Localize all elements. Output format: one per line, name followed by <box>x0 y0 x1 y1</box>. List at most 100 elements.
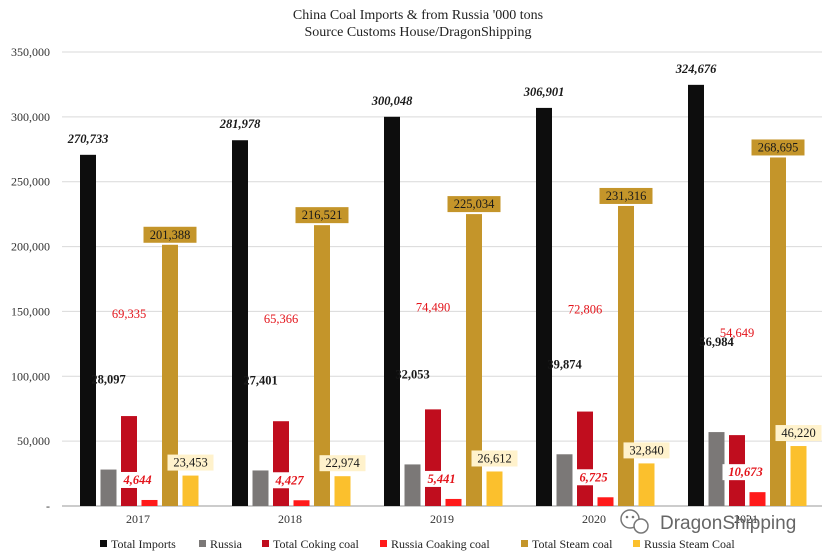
data-label: 268,695 <box>751 139 805 156</box>
data-label-box <box>471 450 518 467</box>
data-label: 56,984 <box>699 335 734 349</box>
bar <box>790 446 807 506</box>
legend-item: Total Steam coal <box>521 537 613 551</box>
data-label-text: 54,649 <box>720 326 754 340</box>
gridlines <box>62 51 822 507</box>
data-label-text: 225,034 <box>454 197 495 211</box>
data-label: 26,612 <box>471 450 518 467</box>
data-label-box <box>775 425 822 442</box>
data-label-text: 46,220 <box>781 426 815 440</box>
data-label: 32,053 <box>395 367 429 381</box>
data-label-text: 74,490 <box>416 300 450 314</box>
bar <box>708 432 725 506</box>
legend-swatch <box>521 540 528 547</box>
y-tick-label: 150,000 <box>11 304 50 318</box>
bar <box>80 154 96 506</box>
data-label: 300,048 <box>371 94 413 108</box>
data-label-box <box>722 464 769 481</box>
data-label-text: 324,676 <box>675 62 717 76</box>
bar <box>404 464 421 506</box>
bar <box>252 470 269 506</box>
data-label: 72,806 <box>568 303 602 317</box>
bar <box>232 140 248 506</box>
legend-swatch <box>199 540 206 547</box>
data-label-text: 10,673 <box>728 465 762 479</box>
bar <box>618 205 634 506</box>
data-label-box <box>447 196 501 213</box>
data-label-text: 4,427 <box>274 473 304 487</box>
legend-label: Total Imports <box>111 537 176 551</box>
data-label: 23,453 <box>167 454 214 471</box>
legend-item: Total Imports <box>100 537 176 551</box>
data-label-text: 281,978 <box>219 117 261 131</box>
data-label-box <box>623 442 670 459</box>
data-label-text: 39,874 <box>547 357 582 371</box>
bar <box>688 84 704 506</box>
bar <box>486 471 503 506</box>
bar <box>273 421 289 506</box>
bar <box>597 497 614 506</box>
legend-item: Russia <box>199 537 243 551</box>
data-label: 4,427 <box>270 472 309 489</box>
legend-swatch <box>380 540 387 547</box>
x-tick-label: 2021 <box>734 512 758 526</box>
data-label-text: 65,366 <box>264 312 298 326</box>
legend: Total Imports Russia Total Coking coal Russ… <box>100 537 735 551</box>
data-label-text: 32,840 <box>629 443 663 457</box>
data-label-text: 26,612 <box>477 451 511 465</box>
data-label-text: 27,401 <box>243 373 277 387</box>
y-tick-label: 50,000 <box>17 434 50 448</box>
data-label-box <box>422 470 461 487</box>
data-label-text: 6,725 <box>579 470 607 484</box>
data-label: 4,644 <box>118 471 157 488</box>
data-label: 324,676 <box>675 62 717 76</box>
data-label-box <box>319 455 366 472</box>
data-label: 6,725 <box>574 469 613 486</box>
data-label: 69,335 <box>112 307 146 321</box>
data-label-box <box>751 139 805 156</box>
bar <box>638 463 655 506</box>
bar <box>536 107 552 506</box>
data-label-text: 300,048 <box>371 94 413 108</box>
data-label-text: 56,984 <box>699 335 734 349</box>
data-label-text: 201,388 <box>150 228 191 242</box>
watermark: DragonShipping <box>620 509 796 534</box>
y-tick-label: 350,000 <box>11 45 50 59</box>
bar <box>556 454 573 506</box>
x-tick-label: 2017 <box>126 512 150 526</box>
data-label-text: 22,974 <box>325 456 360 470</box>
bar <box>182 475 199 506</box>
bar <box>162 244 178 506</box>
bar <box>334 476 351 506</box>
bar <box>293 500 310 506</box>
data-label-text: 69,335 <box>112 307 146 321</box>
data-label-box <box>143 226 197 243</box>
bar <box>770 157 786 506</box>
data-labels-layer: 270,733 28,097 69,335 4,644 201,388 23,453 281… <box>67 62 822 489</box>
data-label: 22,974 <box>319 455 366 472</box>
legend-label: Total Steam coal <box>532 537 613 551</box>
bar <box>445 498 462 506</box>
y-axis: - 50,000 100,000 150,000 200,000 250,000 300,0… <box>11 45 50 513</box>
y-tick-label: 300,000 <box>11 110 50 124</box>
data-label: 306,901 <box>523 85 565 99</box>
bar <box>100 469 117 506</box>
data-label-text: 306,901 <box>523 85 565 99</box>
x-tick-label: 2019 <box>430 512 454 526</box>
data-label-text: 270,733 <box>67 132 109 146</box>
watermark-text: DragonShipping <box>660 513 796 534</box>
legend-item: Total Coking coal <box>262 537 359 551</box>
legend-label: Total Coking coal <box>273 537 359 551</box>
data-label-box <box>599 187 653 204</box>
bar <box>749 492 766 506</box>
data-label-box <box>118 471 157 488</box>
data-label: 231,316 <box>599 187 653 204</box>
y-tick-label: - <box>46 499 50 513</box>
data-label-text: 28,097 <box>91 373 125 387</box>
bar <box>314 225 330 506</box>
data-label-box <box>295 207 349 224</box>
x-axis: 2017 2018 2019 2020 2021 <box>126 512 758 526</box>
data-label: 74,490 <box>416 300 450 314</box>
legend-label: Russia Steam Coal <box>644 537 735 551</box>
legend-label: Russia Coaking coal <box>391 537 490 551</box>
